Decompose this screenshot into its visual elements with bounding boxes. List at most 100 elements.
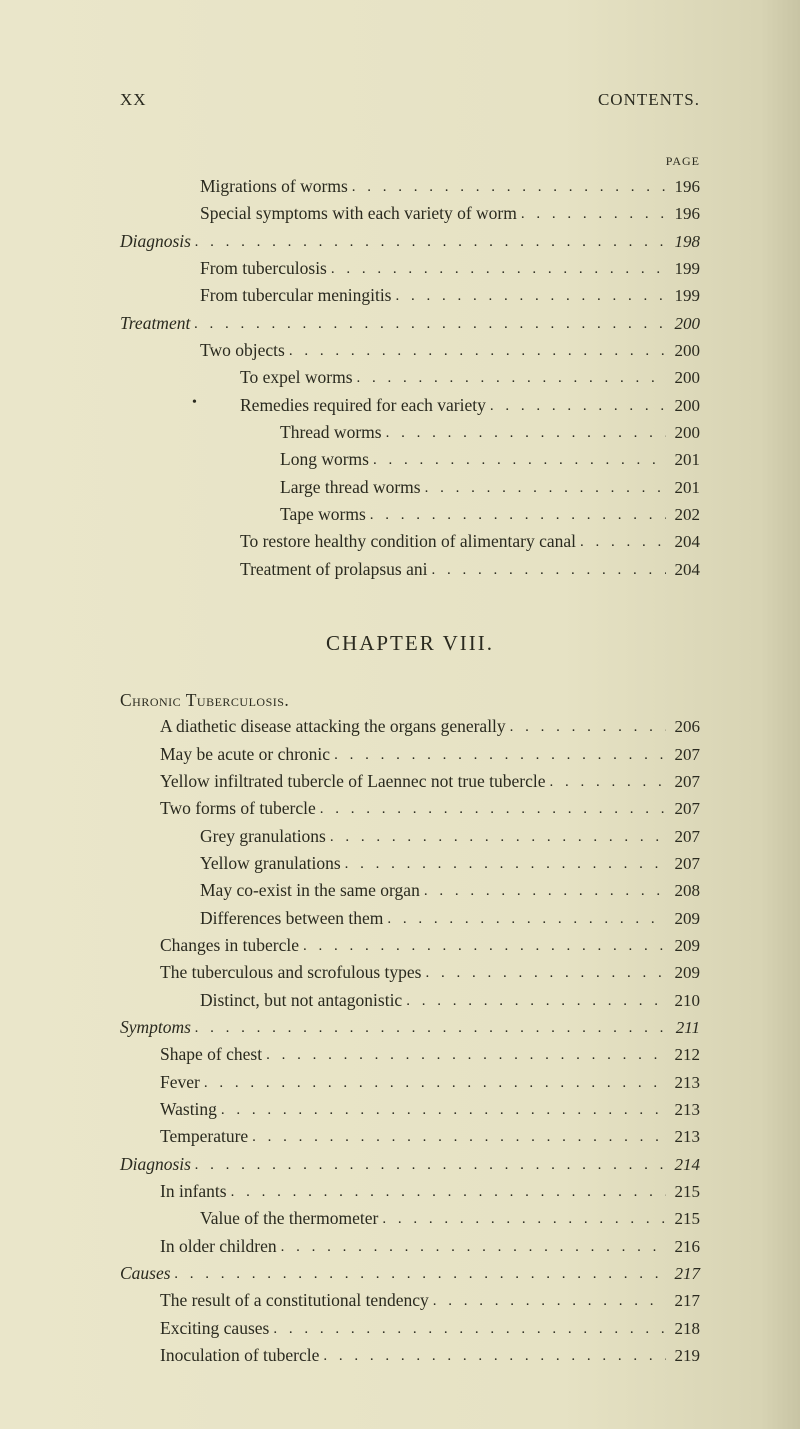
toc-entry-text: Long worms bbox=[280, 446, 369, 473]
toc-entry-page: 199 bbox=[666, 256, 700, 282]
toc-leader bbox=[285, 340, 666, 363]
toc-entry-page: 207 bbox=[666, 796, 700, 822]
page: XX CONTENTS. PAGE Migrations of worms196… bbox=[0, 0, 800, 1429]
toc-line: Special symptoms with each variety of wo… bbox=[120, 200, 700, 227]
toc-entry-text: In older children bbox=[160, 1233, 277, 1260]
toc-entry-page: 217 bbox=[666, 1261, 700, 1287]
toc-entry-page: 207 bbox=[666, 769, 700, 795]
toc-line: To restore healthy condition of alimenta… bbox=[120, 528, 700, 555]
toc-line: The result of a constitutional tendency 2… bbox=[120, 1287, 700, 1314]
toc-leader bbox=[327, 258, 666, 281]
toc-leader bbox=[506, 716, 666, 739]
toc-line: Yellow granulations207 bbox=[120, 850, 700, 877]
toc-entry-text: Large thread worms bbox=[280, 474, 421, 501]
toc-entry-page: 209 bbox=[666, 906, 700, 932]
toc-entry-text: Migrations of worms bbox=[200, 173, 348, 200]
toc-entry-text: Wasting bbox=[160, 1096, 217, 1123]
toc-leader bbox=[517, 203, 666, 226]
toc-entry-page: 210 bbox=[666, 988, 700, 1014]
toc-entry-text: Inoculation of tubercle bbox=[160, 1342, 319, 1369]
toc-entry-page: 202 bbox=[666, 502, 700, 528]
toc-entry-page: 200 bbox=[666, 311, 700, 337]
toc-leader bbox=[299, 935, 666, 958]
toc-leader bbox=[217, 1099, 666, 1122]
toc-entry-text: Treatment bbox=[120, 310, 190, 337]
toc-entry-page: 196 bbox=[666, 201, 700, 227]
toc-leader bbox=[190, 313, 666, 336]
toc-entry-text: Tape worms bbox=[280, 501, 366, 528]
toc-entry-text: Yellow infiltrated tubercle of Laennec n… bbox=[160, 768, 546, 795]
toc-leader bbox=[429, 1290, 666, 1313]
bullet-icon: • bbox=[192, 392, 197, 414]
toc-entry-page: 217 bbox=[666, 1288, 700, 1314]
toc-line: Treatment of prolapsus ani 204 bbox=[120, 556, 700, 583]
toc-entry-page: 208 bbox=[666, 878, 700, 904]
toc-line: •Remedies required for each variety200 bbox=[120, 392, 700, 419]
toc-line: Symptoms211 bbox=[120, 1014, 700, 1041]
toc-leader bbox=[348, 176, 666, 199]
toc-line: From tuberculosis 199 bbox=[120, 255, 700, 282]
toc-line: Migrations of worms196 bbox=[120, 173, 700, 200]
toc-line: Large thread worms 201 bbox=[120, 474, 700, 501]
toc-entry-page: 209 bbox=[666, 960, 700, 986]
toc-leader bbox=[227, 1181, 666, 1204]
toc-leader bbox=[191, 1017, 666, 1040]
toc-entry-text: The result of a constitutional tendency bbox=[160, 1287, 429, 1314]
toc-line: The tuberculous and scrofulous types 209 bbox=[120, 959, 700, 986]
toc-leader bbox=[191, 1154, 666, 1177]
toc-entry-page: 206 bbox=[666, 714, 700, 740]
toc-entry-page: 201 bbox=[666, 475, 700, 501]
toc-entry-text: In infants bbox=[160, 1178, 227, 1205]
toc-entry-page: 218 bbox=[666, 1316, 700, 1342]
toc-line: Thread worms200 bbox=[120, 419, 700, 446]
toc-entry-text: Yellow granulations bbox=[200, 850, 341, 877]
toc-leader bbox=[576, 531, 666, 554]
toc-entry-page: 200 bbox=[666, 338, 700, 364]
toc-line: To expel worms200 bbox=[120, 364, 700, 391]
toc-line: Changes in tubercle 209 bbox=[120, 932, 700, 959]
toc-block-1: Migrations of worms196Special symptoms w… bbox=[120, 173, 700, 583]
toc-entry-text: The tuberculous and scrofulous types bbox=[160, 959, 421, 986]
toc-leader bbox=[326, 826, 666, 849]
toc-entry-text: Special symptoms with each variety of wo… bbox=[200, 200, 517, 227]
toc-entry-page: 204 bbox=[666, 557, 700, 583]
toc-line: Shape of chest212 bbox=[120, 1041, 700, 1068]
toc-line: Fever213 bbox=[120, 1069, 700, 1096]
toc-entry-page: 201 bbox=[666, 447, 700, 473]
toc-entry-text: Two forms of tubercle bbox=[160, 795, 316, 822]
toc-entry-text: From tuberculosis bbox=[200, 255, 327, 282]
toc-leader bbox=[427, 559, 666, 582]
toc-line: Yellow infiltrated tubercle of Laennec n… bbox=[120, 768, 700, 795]
toc-line: Tape worms 202 bbox=[120, 501, 700, 528]
toc-line: Grey granulations207 bbox=[120, 823, 700, 850]
toc-entry-page: 200 bbox=[666, 393, 700, 419]
toc-entry-text: Temperature bbox=[160, 1123, 248, 1150]
toc-entry-page: 213 bbox=[666, 1097, 700, 1123]
toc-entry-page: 215 bbox=[666, 1179, 700, 1205]
toc-leader bbox=[546, 771, 666, 794]
running-head: XX CONTENTS. bbox=[120, 90, 700, 110]
toc-entry-text: Grey granulations bbox=[200, 823, 326, 850]
toc-line: From tubercular meningitis199 bbox=[120, 282, 700, 309]
toc-entry-text: May co-exist in the same organ bbox=[200, 877, 420, 904]
toc-entry-page: 207 bbox=[666, 742, 700, 768]
toc-entry-page: 212 bbox=[666, 1042, 700, 1068]
toc-entry-text: Causes bbox=[120, 1260, 171, 1287]
toc-line: In infants 215 bbox=[120, 1178, 700, 1205]
toc-entry-text: Changes in tubercle bbox=[160, 932, 299, 959]
toc-entry-page: 216 bbox=[666, 1234, 700, 1260]
toc-line: Value of the thermometer215 bbox=[120, 1205, 700, 1232]
toc-leader bbox=[366, 504, 666, 527]
toc-entry-page: 214 bbox=[666, 1152, 700, 1178]
toc-entry-page: 198 bbox=[666, 229, 700, 255]
toc-entry-text: To restore healthy condition of alimenta… bbox=[240, 528, 576, 555]
toc-leader bbox=[248, 1126, 666, 1149]
chapter-heading: CHAPTER VIII. bbox=[120, 631, 700, 656]
toc-line: In older children 216 bbox=[120, 1233, 700, 1260]
toc-line: May co-exist in the same organ 208 bbox=[120, 877, 700, 904]
toc-entry-text: Treatment of prolapsus ani bbox=[240, 556, 427, 583]
toc-leader bbox=[171, 1263, 666, 1286]
toc-entry-text: Two objects bbox=[200, 337, 285, 364]
toc-leader bbox=[277, 1236, 666, 1259]
toc-entry-page: 209 bbox=[666, 933, 700, 959]
